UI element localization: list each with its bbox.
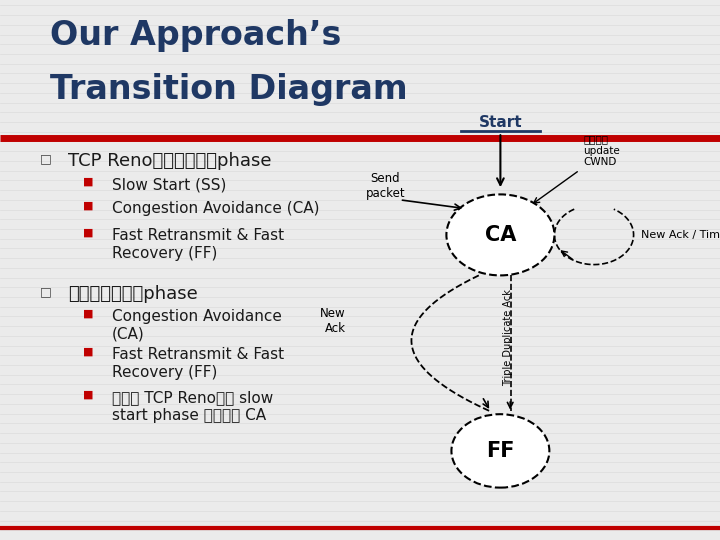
Text: CA: CA bbox=[485, 225, 516, 245]
Text: □: □ bbox=[40, 285, 51, 298]
Text: 相對於 TCP Reno，把 slow
start phase 整合進入 CA: 相對於 TCP Reno，把 slow start phase 整合進入 CA bbox=[112, 390, 273, 423]
Text: ■: ■ bbox=[83, 201, 94, 211]
Text: ■: ■ bbox=[83, 390, 94, 400]
Text: Fast Retransmit & Fast
Recovery (FF): Fast Retransmit & Fast Recovery (FF) bbox=[112, 347, 284, 380]
Text: New Ack / Time out: New Ack / Time out bbox=[641, 230, 720, 240]
Text: 收到封包
update
CWND: 收到封包 update CWND bbox=[583, 134, 620, 167]
Text: Congestion Avoidance
(CA): Congestion Avoidance (CA) bbox=[112, 309, 282, 342]
Text: Transition Diagram: Transition Diagram bbox=[50, 73, 408, 106]
Text: ■: ■ bbox=[83, 309, 94, 319]
Text: FF: FF bbox=[486, 441, 515, 461]
Circle shape bbox=[446, 194, 554, 275]
Text: Fast Retransmit & Fast
Recovery (FF): Fast Retransmit & Fast Recovery (FF) bbox=[112, 228, 284, 261]
Text: Congestion Avoidance (CA): Congestion Avoidance (CA) bbox=[112, 201, 319, 216]
Text: Slow Start (SS): Slow Start (SS) bbox=[112, 177, 226, 192]
Text: Send
packet: Send packet bbox=[365, 172, 405, 200]
Circle shape bbox=[451, 414, 549, 488]
Text: ■: ■ bbox=[83, 347, 94, 357]
Text: ■: ■ bbox=[83, 177, 94, 187]
Text: □: □ bbox=[40, 152, 51, 165]
Text: Our Approach’s: Our Approach’s bbox=[50, 19, 342, 52]
Text: TCP Reno主要分成三個phase: TCP Reno主要分成三個phase bbox=[68, 152, 272, 170]
Text: Triple Duplicate Ack: Triple Duplicate Ack bbox=[503, 289, 513, 386]
Text: Start: Start bbox=[479, 114, 522, 130]
Text: ■: ■ bbox=[83, 228, 94, 238]
Text: 我們簡化成兩個phase: 我們簡化成兩個phase bbox=[68, 285, 198, 303]
Text: New
Ack: New Ack bbox=[320, 307, 346, 335]
